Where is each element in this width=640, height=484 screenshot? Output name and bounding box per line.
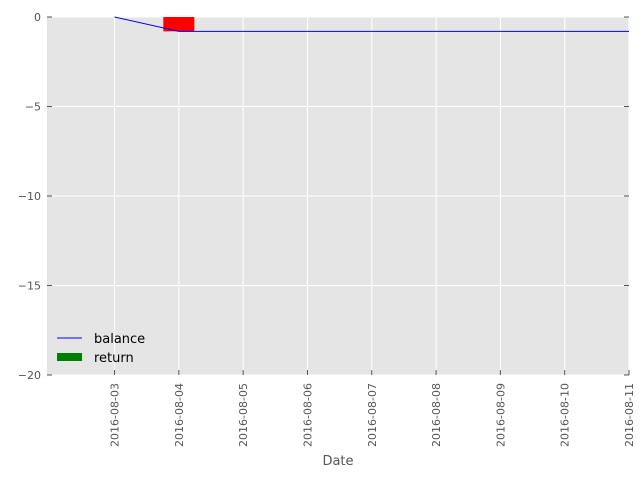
y-tick-label: −5 <box>25 101 41 114</box>
y-tick-label: −10 <box>18 190 41 203</box>
axis-ticks: 0 −5 −10 −15 −20 2016-08-03 2016-08-04 2016-08-… <box>18 11 636 447</box>
x-tick-label: 2016-08-07 <box>366 383 379 447</box>
balance-line <box>114 16 629 32</box>
grid-lines <box>47 16 630 376</box>
x-tick-label: 2016-08-09 <box>494 383 507 447</box>
y-tick-label: −20 <box>18 369 41 382</box>
legend: balance return <box>57 332 145 366</box>
x-tick-label: 2016-08-11 <box>623 383 636 447</box>
x-tick-label: 2016-08-05 <box>237 383 250 447</box>
y-tick-label: −15 <box>18 280 41 293</box>
x-tick-label: 2016-08-04 <box>173 383 186 447</box>
bar-series <box>163 17 195 32</box>
axis-labels: Date <box>322 454 353 469</box>
y-tick-label: 0 <box>34 11 41 24</box>
legend-balance-label: balance <box>94 332 145 347</box>
x-tick-label: 2016-08-08 <box>430 383 443 447</box>
line-series <box>114 16 629 32</box>
legend-return-swatch <box>57 353 82 361</box>
x-tick-label: 2016-08-10 <box>559 383 572 447</box>
return-bar <box>163 17 195 32</box>
legend-return-label: return <box>94 351 134 366</box>
x-tick-label: 2016-08-06 <box>301 383 314 447</box>
x-tick-label: 2016-08-03 <box>109 383 122 447</box>
x-axis-label: Date <box>322 454 353 469</box>
